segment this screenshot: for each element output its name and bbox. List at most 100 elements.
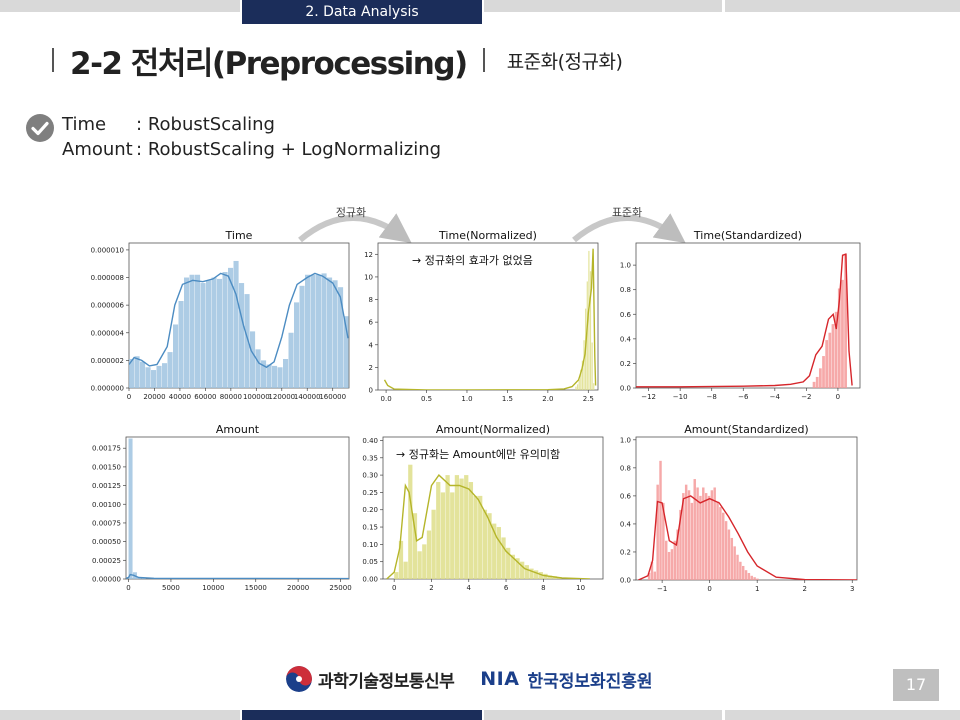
chart-5-bar [408,464,413,579]
chart-5-bar [459,478,464,579]
chart-6: Amount(Standardized) −1 0 1 2 3 0.0 0.2 0.4 0.6 0.… [620,423,858,593]
chart-6-bar [676,529,679,580]
chart-1-xtick-label: 20000 [143,393,165,401]
chart-6-xtick-label: 0 [707,585,711,593]
chart-1-bar [327,277,333,388]
chart-4-ytick-label: 0.00050 [92,538,121,546]
chart-1-bar [255,349,261,388]
chart-6-ytick-label: 0.6 [620,492,632,500]
chart-5-bar [510,554,515,579]
chart-5-bar [506,547,511,579]
page-number: 17 [893,669,939,701]
chart-2-ytick-label: 12 [364,251,373,259]
chart-3-ytick-label: 0.0 [620,385,631,393]
chart-4-kde-line [126,573,349,579]
chart-6-bar [727,529,731,580]
chart-5-ytick-label: 0.30 [362,472,378,480]
chart-1-xtick-label: 140000 [294,393,321,401]
chart-2-ytick-label: 4 [369,341,374,349]
chart-1-bar [167,352,173,388]
chart-1-xtick-label: 100000 [243,393,270,401]
title-divider-right [482,48,485,72]
chart-5-ytick-label: 0.05 [362,558,378,566]
chart-2-xtick-label: 2.5 [583,395,594,403]
chart-2: Time(Normalized) 0.0 0.5 1.0 1.5 2.0 2.5 0 2 4 6 8 1… [364,229,599,403]
chart-3-bar [812,381,816,388]
chart-5-ytick-label: 0.10 [362,541,378,549]
arrow-normalize: 정규화 [298,206,412,244]
chart-1-ytick-label: 0.000010 [91,246,124,254]
chart-5-bar [440,492,446,579]
chart-2-bar [580,369,582,390]
chart-5-bar [417,551,422,579]
chart-1-bar [206,280,212,388]
chart-1-ytick-label: 0.000000 [91,385,124,393]
chart-3-xtick-label: −10 [673,393,688,401]
chart-5-bar [398,540,404,579]
chart-5-bar [487,513,492,579]
chart-1-bar [321,273,327,388]
chart-2-annotation: → 정규화의 효과가 없었음 [412,254,533,267]
chart-5-bar [426,530,432,579]
chart-5-bar [496,527,501,579]
chart-1-bar [162,363,168,388]
chart-1-bar [228,267,234,388]
chart-1-bar [288,332,294,388]
chart-6-bar [744,570,748,580]
chart-3-ytick-label: 1.0 [620,262,631,270]
chart-1-bar [184,277,190,388]
chart-6-bar [733,546,736,580]
chart-3-xtick-label: −6 [738,393,749,401]
page-title: 2-2 전처리(Preprocessing) [70,45,468,82]
chart-6-bar [656,484,659,580]
chart-6-bar [670,549,674,580]
chart-2-bar [589,271,592,390]
chart-1-kde-line [129,272,349,369]
chart-1-bar [195,274,201,388]
title-bar: 2-2 전처리(Preprocessing) 표준화(정규화) [52,38,623,82]
chart-6-bar [713,487,716,580]
chart-5-bar [468,482,474,579]
chart-1: Time 0 20000 40000 60000 80000 100000120000140… [91,229,350,401]
chart-5: Amount(Normalized) 0 2 4 6 8 10 0.00 0.05 0.10 0.1… [362,423,604,592]
chart-1-xtick-label: 0 [127,393,131,401]
chart-6-bar [673,540,676,580]
chart-1-bar [277,367,283,388]
chart-3-bar [837,288,841,388]
chart-2-bar [581,360,584,390]
bullet-amount: Amount: RobustScaling + LogNormalizing [62,139,441,160]
chart-5-bar [538,572,543,579]
chart-4-xtick-label: 15000 [245,584,267,592]
nia-name: 한국정보화진흥원 [527,671,653,692]
chart-6-bar [693,479,696,580]
chart-2-bar [583,340,585,390]
chart-6-bar [653,571,657,580]
chart-2-bar [575,386,577,390]
chart-4-ytick-label: 0.00150 [92,463,121,471]
chart-1-xtick-label: 160000 [319,393,346,401]
chart-6-bar [699,495,702,580]
chart-1-bar [310,274,316,388]
chart-1-bar [239,283,245,388]
chart-3-ytick-label: 0.2 [620,360,631,368]
chart-2-kde-line [383,248,597,390]
chart-3-bar [822,356,825,388]
chart-5-xtick-label: 4 [467,584,472,592]
chart-1-xtick-label: 60000 [194,393,216,401]
chart-3-xtick-label: −2 [801,393,811,401]
chart-5-bar [473,495,478,579]
chart-3-title: Time(Standardized) [693,229,802,242]
chart-4-bar [137,577,142,579]
chart-4-xtick-label: 5000 [162,584,180,592]
chart-4-bar [141,578,146,579]
chart-3-bar [815,376,819,388]
nia-logo: NIA [480,668,520,690]
chart-6-bar [710,490,714,580]
bullet-amount-key: Amount [62,139,133,160]
chart-1-bar [272,365,278,388]
chart-3-bar [825,340,829,388]
chart-6-bar [750,575,753,580]
chart-6-bar [687,490,691,580]
chart-6-bar [702,487,705,580]
